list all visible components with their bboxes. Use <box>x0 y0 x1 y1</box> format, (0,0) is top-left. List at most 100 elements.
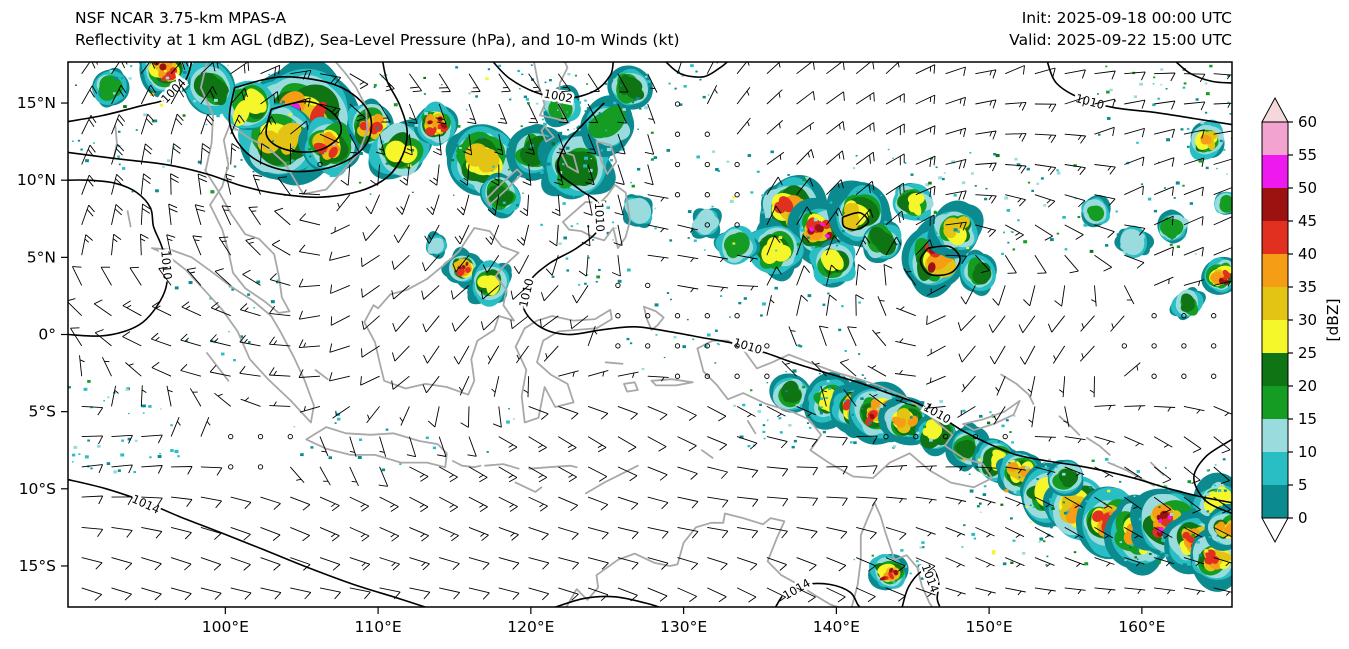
wind-barb <box>945 158 967 170</box>
wind-barb <box>245 237 261 256</box>
wind-barb <box>737 526 759 539</box>
wind-barb <box>1124 527 1143 539</box>
wind-barb <box>421 254 440 272</box>
wind-barb <box>257 464 264 470</box>
wind-barb <box>1005 194 1026 207</box>
init-time-label: Init: 2025-09-18 00:00 UTC <box>1021 9 1232 27</box>
wind-barb <box>796 235 810 256</box>
colorbar-segment <box>1262 122 1288 155</box>
wind-barb <box>1089 376 1095 398</box>
wind-barb <box>140 84 156 105</box>
wind-barb <box>645 282 651 289</box>
wind-barb <box>704 192 710 198</box>
wind-barb <box>214 268 232 286</box>
wind-barb <box>572 285 589 304</box>
wind-barb <box>458 376 470 396</box>
pressure-contour <box>1174 62 1232 84</box>
wind-barb <box>1004 254 1017 274</box>
wind-barb <box>268 336 291 347</box>
wind-barb <box>287 433 293 440</box>
wind-barb <box>1054 285 1066 307</box>
wind-barb <box>1183 436 1202 453</box>
wind-barb <box>438 73 451 93</box>
wind-barb <box>551 194 561 217</box>
wind-barb <box>1183 216 1204 226</box>
wind-barb <box>1153 157 1175 167</box>
wind-barb <box>180 363 202 377</box>
wind-barb <box>975 162 997 172</box>
wind-barb <box>1094 557 1115 567</box>
wind-barb <box>81 587 103 601</box>
wind-barb <box>1153 496 1172 514</box>
wind-barb <box>349 587 371 600</box>
x-tick-label: 110°E <box>355 618 402 636</box>
wind-barb <box>558 526 579 540</box>
wind-barb <box>915 587 936 598</box>
wind-barb <box>764 343 770 349</box>
wind-barb <box>409 526 429 542</box>
wind-barb <box>734 222 740 228</box>
wind-barb <box>81 62 99 74</box>
wind-barb <box>616 134 626 155</box>
wind-barb <box>490 164 500 186</box>
wind-barb <box>271 239 291 256</box>
reflectivity-cell <box>184 62 236 116</box>
wind-barb <box>432 134 442 156</box>
reflectivity-cell <box>1081 194 1111 228</box>
wind-barb <box>248 206 261 226</box>
coastline <box>452 460 482 469</box>
pressure-contour <box>901 567 941 607</box>
wind-barb <box>111 114 126 135</box>
wind-barb <box>330 315 351 326</box>
wind-barb <box>200 526 222 540</box>
colorbar-tick-label: 5 <box>1298 476 1308 494</box>
wind-barb <box>647 496 669 510</box>
colorbar-segment <box>1262 287 1288 320</box>
wind-barb <box>298 278 321 288</box>
wind-barb <box>1018 315 1036 334</box>
wind-barb <box>298 339 321 349</box>
wind-barb <box>409 557 430 571</box>
coastline <box>540 125 555 143</box>
wind-barb <box>239 335 261 347</box>
wind-barb <box>111 385 119 407</box>
wind-barb <box>218 236 232 256</box>
wind-barb <box>1064 164 1086 175</box>
wind-barb <box>290 97 311 107</box>
wind-barb <box>1094 164 1116 175</box>
wind-barb <box>141 557 162 571</box>
wind-barb <box>1213 557 1232 567</box>
wind-barb <box>424 224 440 244</box>
wind-barb <box>1034 466 1056 476</box>
wind-barb <box>737 466 759 478</box>
wind-barb <box>349 436 357 457</box>
wind-barb <box>647 73 658 93</box>
pressure-contour <box>919 245 961 277</box>
wind-barb <box>587 466 608 482</box>
wind-barb <box>439 526 459 542</box>
pressure-contour <box>68 478 428 607</box>
wind-barb <box>796 294 809 316</box>
wind-barb <box>734 161 740 168</box>
wind-barb <box>290 526 310 542</box>
wind-barb <box>289 466 305 483</box>
wind-barb <box>528 73 541 93</box>
wind-barb <box>365 194 381 215</box>
wind-barb <box>647 224 669 233</box>
wind-barb <box>319 466 331 486</box>
wind-barb <box>1213 216 1232 226</box>
wind-barb <box>766 235 781 256</box>
coastline <box>559 150 580 174</box>
wind-barb <box>617 436 637 453</box>
wind-barb <box>734 343 740 349</box>
wind-barb <box>736 62 750 74</box>
wind-barb <box>290 69 312 80</box>
wind-barb <box>549 224 559 247</box>
wind-barb <box>439 587 461 600</box>
wind-barb <box>1124 156 1145 166</box>
wind-barb <box>391 285 410 300</box>
wind-barb <box>558 496 578 512</box>
wind-barb <box>796 496 818 507</box>
wind-barb <box>516 345 529 364</box>
pressure-contour <box>68 62 193 123</box>
